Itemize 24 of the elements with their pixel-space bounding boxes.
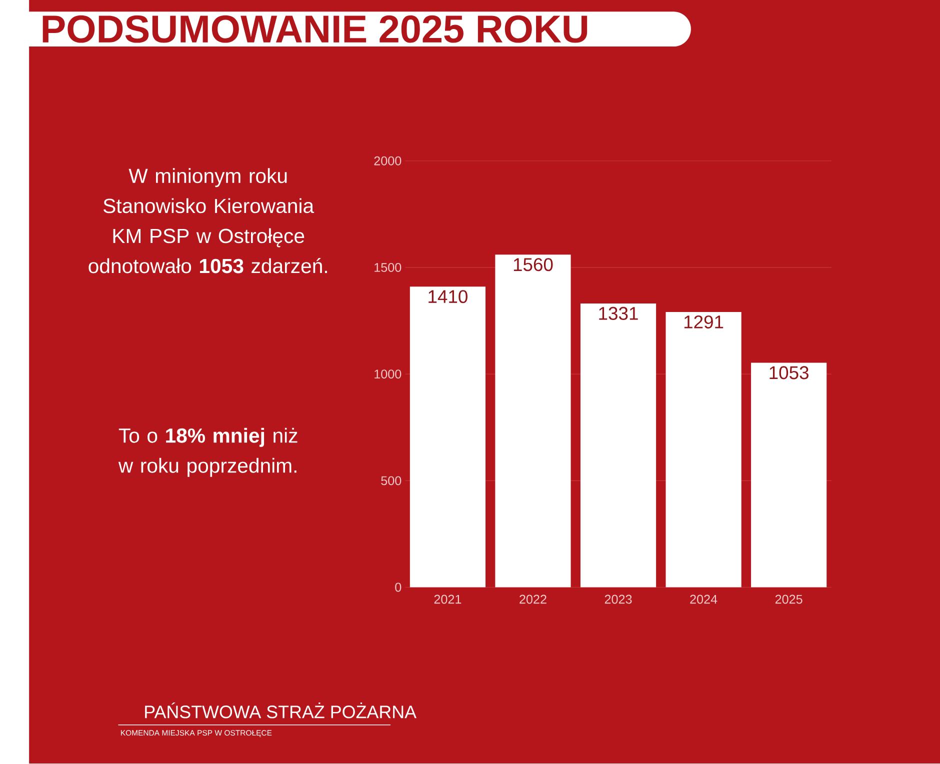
bar (580, 304, 656, 588)
text: PAŃSTWOWA STRAŻ POŻARNA (145, 702, 417, 718)
bar (410, 286, 486, 588)
bar (751, 362, 827, 588)
bar (666, 312, 742, 588)
data-label: 1331 (599, 307, 638, 320)
y-tick-label: 2000 (374, 156, 402, 166)
x-tick-label: 2023 (604, 595, 632, 604)
y-tick-label: 1500 (374, 263, 402, 272)
data-label: 1053 (770, 366, 808, 380)
x-tick-label: 2024 (690, 595, 718, 604)
data-label: 1410 (428, 290, 468, 304)
x-tick-label: 2021 (434, 595, 462, 604)
bar (495, 254, 571, 588)
x-tick-label: 2025 (775, 595, 802, 604)
y-tick-label: 500 (381, 476, 402, 486)
x-tick-label: 2022 (520, 595, 546, 604)
y-tick-label: 1000 (374, 370, 402, 379)
text: To o 18% mniej niż w roku poprzednim. (118, 428, 298, 478)
chart-title: PODSUMOWANIE 2025 ROKU (42, 16, 588, 43)
text: W minionym roku Stanowisko Kierowania KM PSP w Ostrołęce odnotowało 1053 zdarzeń. (88, 168, 327, 274)
y-tick-label: 0 (395, 582, 402, 592)
data-label: 1560 (514, 258, 553, 272)
data-label: 1291 (684, 316, 724, 329)
